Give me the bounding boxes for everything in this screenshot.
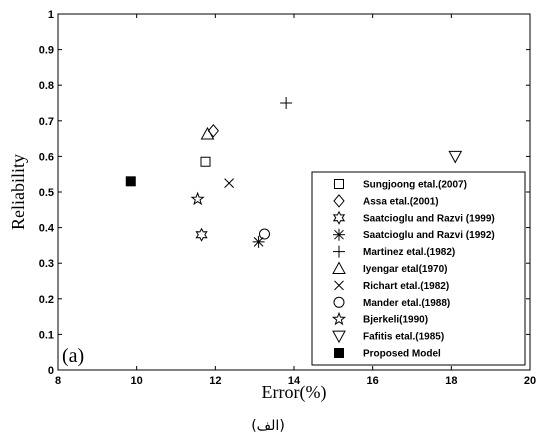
legend-entry: Mander etal.(1988): [333, 296, 450, 309]
legend-entry: Richart etal.(1982): [334, 280, 449, 292]
data-point: [207, 123, 220, 138]
data-point: [200, 156, 211, 167]
data-point: [252, 235, 265, 248]
legend-label: Saatcioglu and Razvi (1999): [363, 213, 495, 224]
data-point: [280, 97, 293, 109]
y-tick-label: 0.3: [39, 258, 54, 270]
data-point: [190, 191, 205, 206]
legend-label: Iyengar etal(1970): [363, 264, 448, 275]
axis-ticks: 8 10 12 14 16 18 20 0 0.1 0.2 0.3 0.4 0.5 0.6 0.7 0.8 0.…: [39, 9, 536, 387]
legend-entry: Sungjoong etal.(2007): [334, 179, 467, 191]
legend-label: Mander etal.(1988): [363, 298, 450, 309]
y-tick-label: 0.6: [39, 151, 54, 163]
y-tick-label: 0.2: [39, 294, 54, 306]
legend-entry: Iyengar etal(1970): [332, 261, 448, 275]
data-point: [125, 176, 136, 187]
legend-box: [311, 171, 526, 366]
data-point: [195, 227, 208, 242]
x-tick-label: 18: [445, 375, 457, 387]
legend-marker: [331, 311, 347, 326]
legend-marker: [334, 348, 344, 358]
x-axis-label: Error(%): [262, 382, 327, 403]
legend-marker: [332, 261, 346, 274]
data-point: [448, 150, 463, 164]
legend-label: Martinez etal.(1982): [363, 247, 455, 258]
x-tick-label: 20: [524, 375, 536, 387]
legend-entry: Saatcioglu and Razvi (1992): [333, 228, 495, 241]
legend-label: Saatcioglu and Razvi (1992): [363, 230, 495, 241]
legend-label: Bjerkeli(1990): [363, 315, 428, 326]
y-tick-label: 0.1: [39, 329, 54, 341]
legend-marker: [333, 245, 345, 258]
legend-entry: Martinez etal.(1982): [333, 245, 455, 258]
legend-entry: Proposed Model: [334, 348, 441, 360]
data-point: [224, 178, 234, 188]
y-tick-label: 1: [48, 9, 54, 21]
x-tick-label: 12: [209, 375, 221, 387]
x-tick-label: 8: [55, 375, 61, 387]
legend-marker: [332, 210, 346, 225]
legend-marker: [333, 296, 345, 308]
legend-entry: Fafitis etal.(1985): [332, 330, 444, 344]
legend-label: Assa etal.(2001): [363, 196, 439, 207]
y-tick-label: 0.7: [39, 116, 54, 128]
legend-label: Sungjoong etal.(2007): [363, 180, 467, 191]
y-tick-label: 0.5: [39, 187, 54, 199]
legend-entry: Saatcioglu and Razvi (1999): [332, 210, 495, 225]
figure-caption: (الف): [251, 418, 285, 434]
legend-marker: [334, 179, 344, 189]
legend-marker: [334, 280, 344, 291]
y-tick-label: 0.8: [39, 80, 54, 92]
x-tick-label: 16: [367, 375, 379, 387]
y-axis-label: Reliability: [8, 154, 28, 230]
y-tick-label: 0.4: [39, 223, 55, 235]
data-point: [259, 228, 270, 240]
y-tick-label: 0.9: [39, 45, 54, 57]
y-tick-label: 0: [48, 365, 54, 377]
legend-label: Fafitis etal.(1985): [363, 332, 444, 343]
legend-label: Proposed Model: [363, 349, 441, 360]
data-points: [125, 97, 463, 248]
legend-label: Richart etal.(1982): [363, 281, 449, 292]
legend-entry: Bjerkeli(1990): [331, 311, 428, 326]
legend-marker: [332, 330, 346, 344]
data-point: [200, 126, 215, 140]
x-tick-label: 10: [131, 375, 143, 387]
panel-label: (a): [62, 345, 84, 367]
legend-marker: [333, 194, 345, 208]
legend-entry: Assa etal.(2001): [333, 194, 439, 208]
legend-marker: [333, 228, 345, 241]
x-tick-label: 14: [288, 375, 301, 387]
legend: Sungjoong etal.(2007) Assa etal.(2001) Saa…: [311, 171, 526, 366]
